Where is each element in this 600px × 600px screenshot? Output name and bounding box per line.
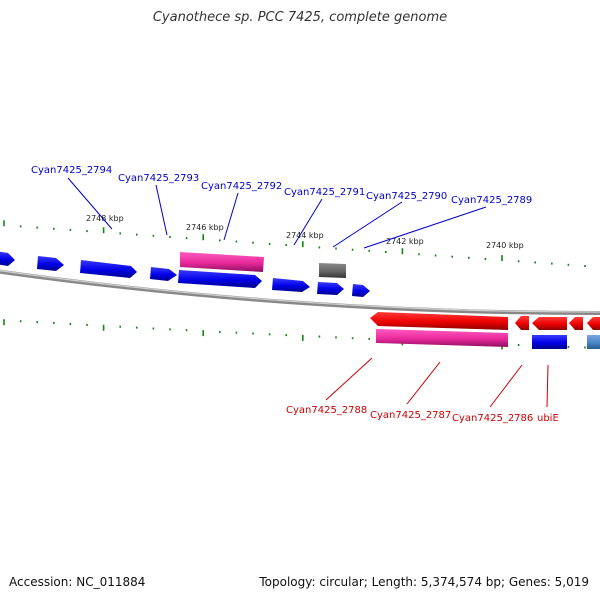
gene-label[interactable]: Cyan7425_2794 [31,165,112,176]
gene-feature[interactable] [352,284,370,297]
topology-text: Topology: circular; Length: 5,374,574 bp… [259,575,589,589]
gene-feature[interactable] [150,267,177,281]
gene-label[interactable]: Cyan7425_2788 [286,405,367,416]
gene-feature[interactable] [532,335,567,349]
gene-feature[interactable] [0,251,15,266]
label-leader-line [406,361,441,405]
kbp-label: 2740 kbp [486,241,524,250]
gene-feature[interactable] [178,270,262,288]
gene-feature[interactable] [370,312,508,330]
label-leader-line [363,206,487,249]
kbp-label: 2746 kbp [186,223,224,232]
label-leader-line [332,201,403,248]
gene-feature[interactable] [587,317,600,330]
label-leader-line [293,198,323,246]
gene-label[interactable]: Cyan7425_2792 [201,181,282,192]
label-leader-line [155,184,168,236]
top-tick-marks [3,220,586,267]
kbp-label: 2744 kbp [286,231,324,240]
label-leader-line [489,364,523,408]
gene-feature[interactable] [80,260,137,278]
gene-feature[interactable] [569,317,583,330]
accession-text: Accession: NC_011884 [9,575,146,589]
gene-label[interactable]: Cyan7425_2793 [118,173,199,184]
gene-feature[interactable] [319,263,346,278]
genome-title: Cyanothece sp. PCC 7425, complete genome [152,10,448,25]
gene-feature[interactable] [317,282,344,295]
gene-feature[interactable] [376,329,508,347]
gene-label[interactable]: Cyan7425_2787 [370,410,451,421]
genome-backbone [0,269,600,316]
gene-feature[interactable] [515,316,529,330]
gene-label[interactable]: Cyan7425_2791 [284,187,365,198]
genome-backbone-highlight [0,270,600,313]
kbp-label: 2742 kbp [386,237,424,246]
gene-label[interactable]: Cyan7425_2790 [366,191,447,202]
gene-feature[interactable] [587,335,600,349]
gene-feature[interactable] [180,252,264,272]
gene-label[interactable]: ubiE [537,413,559,424]
label-leader-line [546,364,549,408]
gene-feature[interactable] [532,317,567,330]
gene-label[interactable]: Cyan7425_2789 [451,195,532,206]
gene-feature[interactable] [272,278,310,292]
kbp-label: 2748 kbp [86,214,124,223]
label-leader-line [67,177,113,230]
label-leader-line [223,192,239,241]
gene-feature[interactable] [37,256,64,271]
label-leader-line [325,357,373,401]
gene-label[interactable]: Cyan7425_2786 [452,413,533,424]
